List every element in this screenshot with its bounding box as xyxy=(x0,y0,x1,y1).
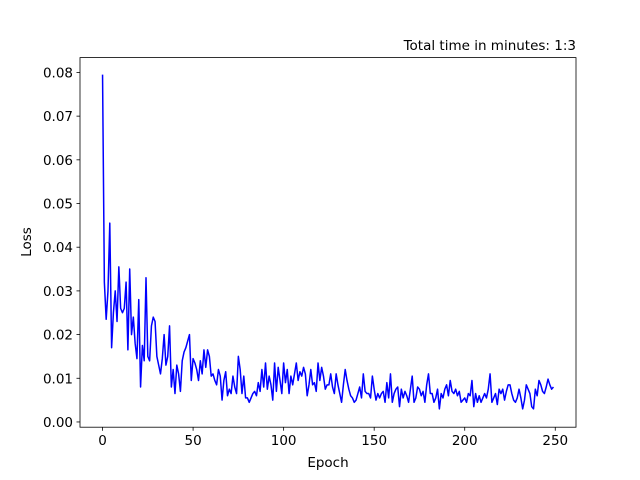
x-axis-label: Epoch xyxy=(307,455,348,471)
y-tick-label: 0.04 xyxy=(43,240,73,256)
axes-frame xyxy=(79,57,577,428)
y-tick-label: 0.06 xyxy=(43,153,73,169)
x-tick-label: 200 xyxy=(452,433,478,449)
y-tick-label: 0.05 xyxy=(43,197,73,213)
x-tick-label: 150 xyxy=(361,433,387,449)
x-tick-label: 100 xyxy=(271,433,297,449)
y-tick-label: 0.01 xyxy=(43,371,73,387)
x-tick-label: 250 xyxy=(542,433,568,449)
y-tick-label: 0.07 xyxy=(43,109,73,125)
line-series xyxy=(101,74,555,410)
x-tick-label: 0 xyxy=(98,433,107,449)
y-tick-label: 0.00 xyxy=(43,415,73,431)
y-tick-label: 0.02 xyxy=(43,328,73,344)
y-tick-label: 0.08 xyxy=(43,65,73,81)
x-tick-label: 50 xyxy=(184,433,201,449)
y-axis-label: Loss xyxy=(19,227,35,257)
chart-title: Total time in minutes: 1:3 xyxy=(403,38,576,54)
y-tick-label: 0.03 xyxy=(43,284,73,300)
